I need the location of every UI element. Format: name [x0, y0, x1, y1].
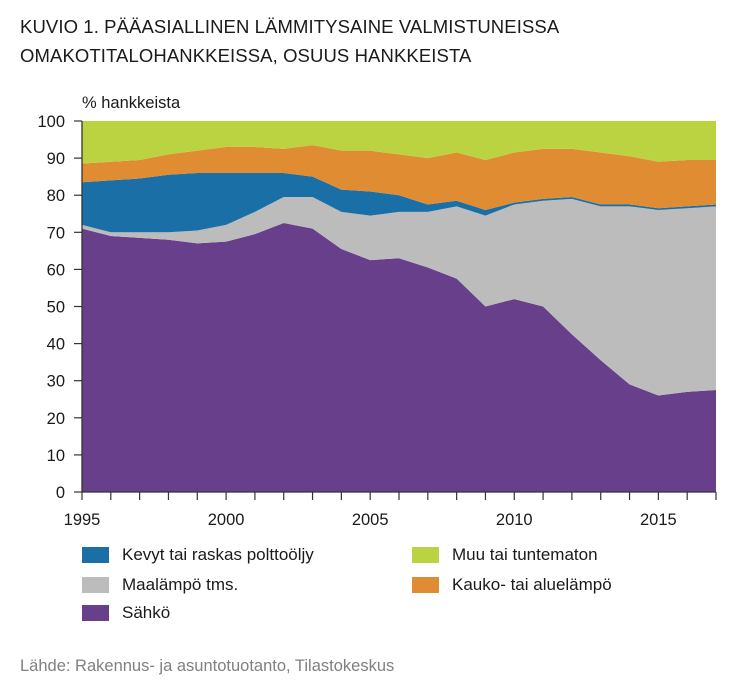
chart-title-line-2: OMAKOTITALOHANKKEISSA, OSUUS HANKKEISTA	[20, 45, 472, 66]
legend-label-geothermal: Maalämpö tms.	[122, 575, 239, 594]
x-tick-label-2000: 2000	[208, 511, 245, 529]
x-tick-label-2005: 2005	[352, 511, 389, 529]
area-series-kauko-tai-aluelampo	[82, 145, 716, 211]
legend-swatch-electricity	[82, 605, 109, 621]
y-tick-label-40: 40	[47, 336, 65, 354]
legend-label-district-heat: Kauko- tai aluelämpö	[452, 575, 612, 594]
y-tick-label-70: 70	[47, 224, 65, 242]
legend-swatch-geothermal	[82, 577, 109, 593]
y-axis-label: % hankkeista	[82, 94, 181, 112]
y-tick-label-100: 100	[37, 113, 65, 131]
legend-item-oil: Kevyt tai raskas polttoöljy	[82, 545, 314, 565]
y-tick-label-80: 80	[47, 187, 65, 205]
chart-title: KUVIO 1. PÄÄASIALLINEN LÄMMITYSAINE VALM…	[20, 12, 740, 70]
legend-item-other: Muu tai tuntematon	[412, 545, 598, 565]
source-note: Lähde: Rakennus- ja asuntotuotanto, Tila…	[20, 657, 395, 675]
y-tick-label-0: 0	[56, 484, 65, 502]
legend-item-geothermal: Maalämpö tms.	[82, 575, 238, 595]
x-tick-label-2015: 2015	[640, 511, 677, 529]
y-tick-label-90: 90	[47, 150, 65, 168]
y-tick-label-10: 10	[47, 447, 65, 465]
area-series-kevyt-tai-raskas-polttooljy	[82, 172, 716, 233]
chart-title-line-1: KUVIO 1. PÄÄASIALLINEN LÄMMITYSAINE VALM…	[20, 16, 560, 37]
area-series-muu-tai-tuntematon	[82, 121, 716, 164]
x-tick-label-2010: 2010	[496, 511, 533, 529]
legend-label-electricity: Sähkö	[122, 603, 171, 622]
legend-item-district-heat: Kauko- tai aluelämpö	[412, 575, 612, 595]
y-tick-label-20: 20	[47, 410, 65, 428]
legend-swatch-oil	[82, 547, 109, 563]
y-tick-label-30: 30	[47, 373, 65, 391]
area-series-maalampo-tms	[82, 197, 716, 396]
legend-item-electricity: Sähkö	[82, 603, 170, 623]
y-tick-label-50: 50	[47, 299, 65, 317]
legend-swatch-other	[412, 547, 439, 563]
legend-label-other: Muu tai tuntematon	[452, 545, 598, 564]
legend-label-oil: Kevyt tai raskas polttoöljy	[122, 545, 314, 564]
area-series-group	[82, 121, 716, 492]
x-tick-label-1995: 1995	[64, 511, 101, 529]
axes-group: 0 10 20 30 40 50 60 70 80 90 100 1995 2000 2005 2010 20…	[37, 113, 717, 529]
legend-swatch-district-heat	[412, 577, 439, 593]
stacked-area-chart: % hankkeista 0 10 20 30 40 50 60 70 80 90 100 1995 2…	[37, 94, 717, 529]
area-series-sahko	[82, 223, 716, 492]
y-tick-label-60: 60	[47, 261, 65, 279]
